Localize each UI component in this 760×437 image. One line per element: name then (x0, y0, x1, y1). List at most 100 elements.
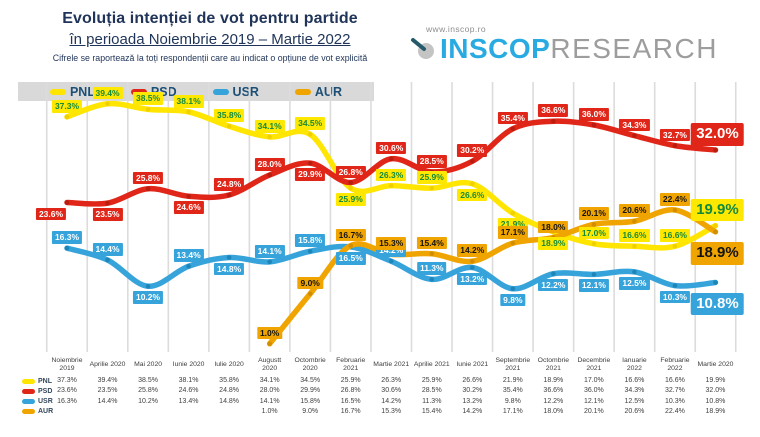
table-cell: 10.3% (665, 397, 685, 405)
table-cell: 30.2% (462, 387, 483, 395)
data-point (591, 241, 597, 247)
table-cell: 22.4% (665, 407, 685, 415)
table-cell: 20.6% (624, 407, 645, 415)
x-axis-label: Octombrie 2021 (537, 356, 570, 372)
data-label-psd: 24.8% (214, 178, 245, 191)
data-point (226, 192, 232, 198)
data-point (632, 133, 637, 138)
data-label-psd: 30.6% (376, 141, 407, 155)
data-label-aur: 18.0% (538, 220, 569, 234)
table-row-psd: PSD (22, 386, 52, 396)
data-label-aur: 20.6% (619, 204, 650, 217)
data-point (510, 240, 516, 246)
table-cell: 16.6% (665, 377, 685, 384)
x-axis-label: Mai 2020 (134, 360, 163, 368)
data-label-usr: 14.1% (254, 244, 285, 258)
data-label-psd: 32.7% (659, 128, 690, 142)
table-cell: 15.3% (381, 407, 402, 415)
data-label-psd: 23.5% (92, 208, 123, 221)
table-cell: 10.8% (705, 397, 726, 405)
data-point (388, 156, 394, 162)
data-point (226, 123, 232, 129)
data-point (267, 134, 272, 140)
table-row-marker (22, 378, 35, 384)
data-label-pnl: 26.6% (457, 188, 488, 202)
data-point (429, 277, 435, 282)
data-label-aur: 20.1% (578, 207, 609, 220)
table-cell: 1.0% (261, 407, 278, 415)
table-cell: 34.1% (259, 377, 280, 384)
data-point (307, 291, 313, 297)
table-cell: 13.2% (462, 397, 483, 405)
table-row-marker (22, 399, 35, 405)
legend-label: AUR (314, 84, 342, 99)
data-point (348, 243, 354, 248)
data-label-usr: 14.8% (214, 262, 245, 276)
data-point (632, 243, 637, 249)
data-label-psd: 23.6% (35, 207, 67, 221)
data-label-usr: 9.8% (500, 293, 526, 307)
table-cell: 36.6% (543, 387, 564, 395)
x-axis-label: Februarie 2021 (336, 356, 366, 372)
table-cell: 14.2% (381, 397, 402, 405)
legend-label: PNL (69, 84, 95, 99)
data-label-usr: 10.2% (132, 291, 164, 304)
line-chart (45, 82, 737, 352)
data-label-usr: 14.4% (92, 243, 123, 256)
data-point (348, 180, 354, 185)
data-label-psd: 36.6% (538, 104, 569, 117)
chart-header: Evoluția intenției de vot pentru partide… (28, 10, 392, 63)
table-cell: 26.3% (381, 377, 402, 384)
table-cell: 20.1% (583, 407, 604, 415)
data-label-pnl: 19.9% (691, 198, 744, 222)
data-point (105, 257, 110, 263)
data-point (186, 109, 191, 115)
data-point (64, 200, 70, 205)
data-point (632, 218, 637, 224)
logo-url: www.inscop.ro (426, 24, 486, 34)
x-axis-label: Iunie 2020 (172, 360, 205, 368)
x-axis-label: Martie 2021 (373, 360, 410, 368)
data-label-psd: 36.0% (578, 108, 609, 121)
data-label-usr: 12.1% (578, 279, 609, 292)
data-label-pnl: 38.1% (173, 94, 204, 108)
table-cell: 18.9% (705, 407, 726, 415)
table-row-name: USR (38, 398, 53, 406)
data-point (429, 185, 435, 191)
table-row-aur: AUR (22, 407, 53, 417)
data-point (186, 263, 191, 269)
data-point (267, 172, 272, 178)
data-point (429, 251, 435, 257)
data-point (672, 143, 678, 148)
data-label-pnl: 39.4% (92, 86, 123, 100)
table-cell: 34.5% (300, 377, 321, 384)
legend-marker (49, 88, 66, 95)
table-cell: 14.2% (462, 407, 483, 415)
data-label-aur: 18.9% (691, 241, 744, 265)
x-axis-label: Iunie 2021 (456, 360, 489, 368)
table-cell: 17.0% (583, 377, 604, 384)
data-point (348, 185, 354, 191)
data-point (388, 183, 394, 188)
data-label-usr: 16.3% (51, 231, 83, 244)
data-label-usr: 13.2% (457, 272, 488, 286)
data-label-psd: 35.4% (497, 111, 528, 125)
data-label-pnl: 38.5% (132, 92, 164, 105)
table-cell: 38.1% (178, 377, 199, 384)
x-axis-label: Ianuarie 2022 (622, 356, 647, 372)
legend-marker (212, 88, 229, 95)
legend-label: USR (232, 84, 259, 99)
data-point (145, 186, 151, 192)
inscop-logo: www.inscop.ro INSCOP RESEARCH (410, 24, 718, 64)
table-cell: 16.5% (340, 397, 361, 405)
data-label-aur: 14.2% (457, 244, 488, 257)
table-cell: 11.3% (422, 397, 442, 405)
data-label-psd: 30.2% (457, 144, 488, 157)
table-cell: 25.9% (421, 377, 442, 384)
x-axis-label: Iulie 2020 (214, 360, 244, 368)
data-point (267, 259, 272, 265)
data-label-pnl: 17.0% (578, 226, 609, 240)
x-axis-label: Februarie 2022 (660, 356, 690, 372)
data-point (470, 181, 475, 187)
x-axis-label: Aprilie 2020 (89, 360, 126, 368)
